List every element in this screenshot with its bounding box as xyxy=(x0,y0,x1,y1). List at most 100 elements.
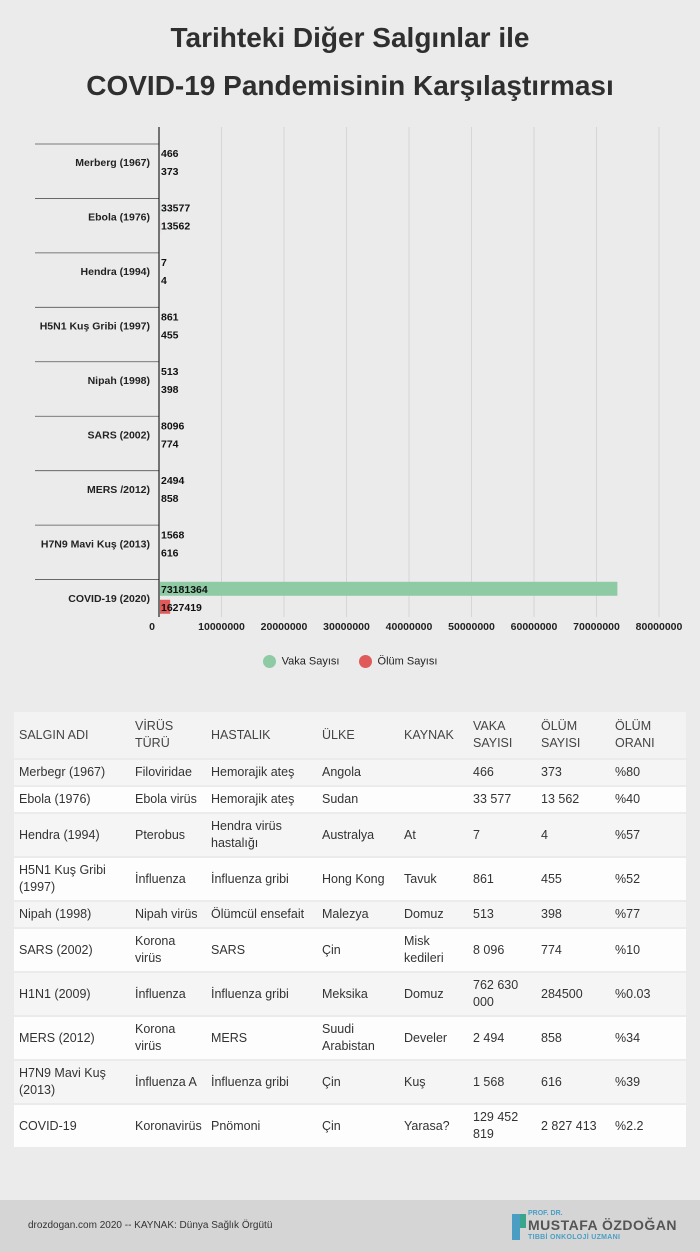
table-cell: 8 096 xyxy=(468,928,536,973)
title-line-1: Tarihteki Diğer Salgınlar ile xyxy=(170,22,530,53)
table-cell: Domuz xyxy=(399,901,468,929)
table-cell: At xyxy=(399,813,468,858)
data-label-deaths: 373 xyxy=(161,166,179,178)
table-row: Merbegr (1967) Filoviridae Hemorajik ateş A… xyxy=(14,759,686,787)
y-category-label: SARS (2002) xyxy=(88,429,150,441)
table-cell: 284500 xyxy=(536,972,610,1017)
data-label-cases: 2494 xyxy=(161,475,185,487)
table-cell: Nipah (1998) xyxy=(14,901,130,929)
x-tick-label: 10000000 xyxy=(198,621,245,633)
logo-pretitle: PROF. DR. xyxy=(528,1210,563,1217)
table-cell: %2.2 xyxy=(610,1104,686,1149)
table-cell: Malezya xyxy=(317,901,399,929)
table-cell: Filoviridae xyxy=(130,759,206,787)
data-label-deaths: 774 xyxy=(161,438,179,450)
table-cell: Korona virüs xyxy=(130,928,206,973)
data-label-deaths: 616 xyxy=(161,547,179,559)
bar-chart: 0 10000000 20000000 30000000 40000000 5000000… xyxy=(35,127,683,633)
epidemics-table-container: SALGIN ADI VİRÜS TÜRÜ HASTALIK ÜLKE KAYNAK VA… xyxy=(14,712,686,1149)
y-category-label: Hendra (1994) xyxy=(81,266,150,278)
table-cell: 398 xyxy=(536,901,610,929)
table-cell: %77 xyxy=(610,901,686,929)
x-tick-label: 70000000 xyxy=(573,621,620,633)
y-category-label: Ebola (1976) xyxy=(88,212,150,224)
table-cell: Suudi Arabistan xyxy=(317,1016,399,1061)
table-cell: 774 xyxy=(536,928,610,973)
table-cell: %52 xyxy=(610,857,686,902)
data-label-cases: 1568 xyxy=(161,529,185,541)
title-line-2: COVID-19 Pandemisinin Karşılaştırması xyxy=(86,70,614,101)
data-label-deaths: 1627419 xyxy=(161,602,202,614)
table-cell: %80 xyxy=(610,759,686,787)
footer: drozdogan.com 2020 -- KAYNAK: Dünya Sağl… xyxy=(0,1200,700,1252)
table-cell: Domuz xyxy=(399,972,468,1017)
legend-item-cases: Vaka Sayısı xyxy=(262,655,340,668)
table-row: COVID-19 Koronavirüs Pnömoni Çin Yarasa? 129 … xyxy=(14,1104,686,1149)
x-tick-label: 0 xyxy=(149,621,155,633)
data-label-deaths: 398 xyxy=(161,384,179,396)
table-cell: Pnömoni xyxy=(206,1104,317,1149)
x-tick-label: 40000000 xyxy=(386,621,433,633)
table-cell: 33 577 xyxy=(468,786,536,814)
table-header-cell: ÖLÜM SAYISI xyxy=(536,712,610,760)
table-cell: 4 xyxy=(536,813,610,858)
table-header-cell: KAYNAK xyxy=(399,712,468,760)
data-label-cases: 466 xyxy=(161,148,179,160)
table-cell: %34 xyxy=(610,1016,686,1061)
table-cell: 455 xyxy=(536,857,610,902)
table-cell: H1N1 (2009) xyxy=(14,972,130,1017)
data-label-deaths: 858 xyxy=(161,493,179,505)
footer-source: drozdogan.com 2020 -- KAYNAK: Dünya Sağl… xyxy=(28,1220,273,1231)
table-cell xyxy=(399,759,468,787)
table-cell: Hong Kong xyxy=(317,857,399,902)
table-cell: Hendra (1994) xyxy=(14,813,130,858)
table-cell: Develer xyxy=(399,1016,468,1061)
logo-name: MUSTAFA ÖZDOĞAN xyxy=(528,1217,678,1233)
table-cell: Çin xyxy=(317,1060,399,1105)
table-row: H7N9 Mavi Kuş (2013) İnfluenza A İnfluenza… xyxy=(14,1060,686,1105)
table-cell: %39 xyxy=(610,1060,686,1105)
table-cell: MERS (2012) xyxy=(14,1016,130,1061)
table-cell: 513 xyxy=(468,901,536,929)
table-cell: Ebola virüs xyxy=(130,786,206,814)
table-cell: %0.03 xyxy=(610,972,686,1017)
table-cell: Çin xyxy=(317,928,399,973)
table-cell: 13 562 xyxy=(536,786,610,814)
chart-legend: Vaka Sayısı Ölüm Sayısı xyxy=(0,655,700,668)
bar-deaths xyxy=(160,599,171,614)
table-cell: Sudan xyxy=(317,786,399,814)
table-cell: Misk kedileri xyxy=(399,928,468,973)
x-tick-label: 60000000 xyxy=(511,621,558,633)
table-cell: Nipah virüs xyxy=(130,901,206,929)
table-cell: 7 xyxy=(468,813,536,858)
table-cell: Korona virüs xyxy=(130,1016,206,1061)
legend-item-deaths: Ölüm Sayısı xyxy=(358,655,437,668)
table-cell: 2 827 413 xyxy=(536,1104,610,1149)
table-cell: %57 xyxy=(610,813,686,858)
y-category-label: COVID-19 (2020) xyxy=(68,593,150,605)
table-header-cell: VAKA SAYISI xyxy=(468,712,536,760)
data-label-deaths: 13562 xyxy=(161,221,190,233)
table-cell: İnfluenza A xyxy=(130,1060,206,1105)
table-cell: 861 xyxy=(468,857,536,902)
legend-cases-label: Vaka Sayısı xyxy=(281,655,340,668)
table-cell: 858 xyxy=(536,1016,610,1061)
legend-deaths-swatch xyxy=(358,655,372,668)
data-label-cases: 861 xyxy=(161,312,179,324)
table-cell: Kuş xyxy=(399,1060,468,1105)
page-title: Tarihteki Diğer Salgınlar ile COVID-19 P… xyxy=(0,14,700,110)
table-cell: Merbegr (1967) xyxy=(14,759,130,787)
table-cell: 373 xyxy=(536,759,610,787)
data-label-cases: 33577 xyxy=(161,203,190,215)
table-cell: Hendra virüs hastalığı xyxy=(206,813,317,858)
table-cell: Çin xyxy=(317,1104,399,1149)
table-cell: SARS (2002) xyxy=(14,928,130,973)
table-cell: Yarasa? xyxy=(399,1104,468,1149)
table-cell: 129 452 819 xyxy=(468,1104,536,1149)
table-cell: Koronavirüs xyxy=(130,1104,206,1149)
table-row: H1N1 (2009) İnfluenza İnfluenza gribi Meksi… xyxy=(14,972,686,1017)
table-row: MERS (2012) Korona virüs MERS Suudi Arabist… xyxy=(14,1016,686,1061)
table-cell: İnfluenza xyxy=(130,857,206,902)
y-category-label: MERS /2012) xyxy=(87,484,150,496)
table-cell: Hemorajik ateş xyxy=(206,759,317,787)
